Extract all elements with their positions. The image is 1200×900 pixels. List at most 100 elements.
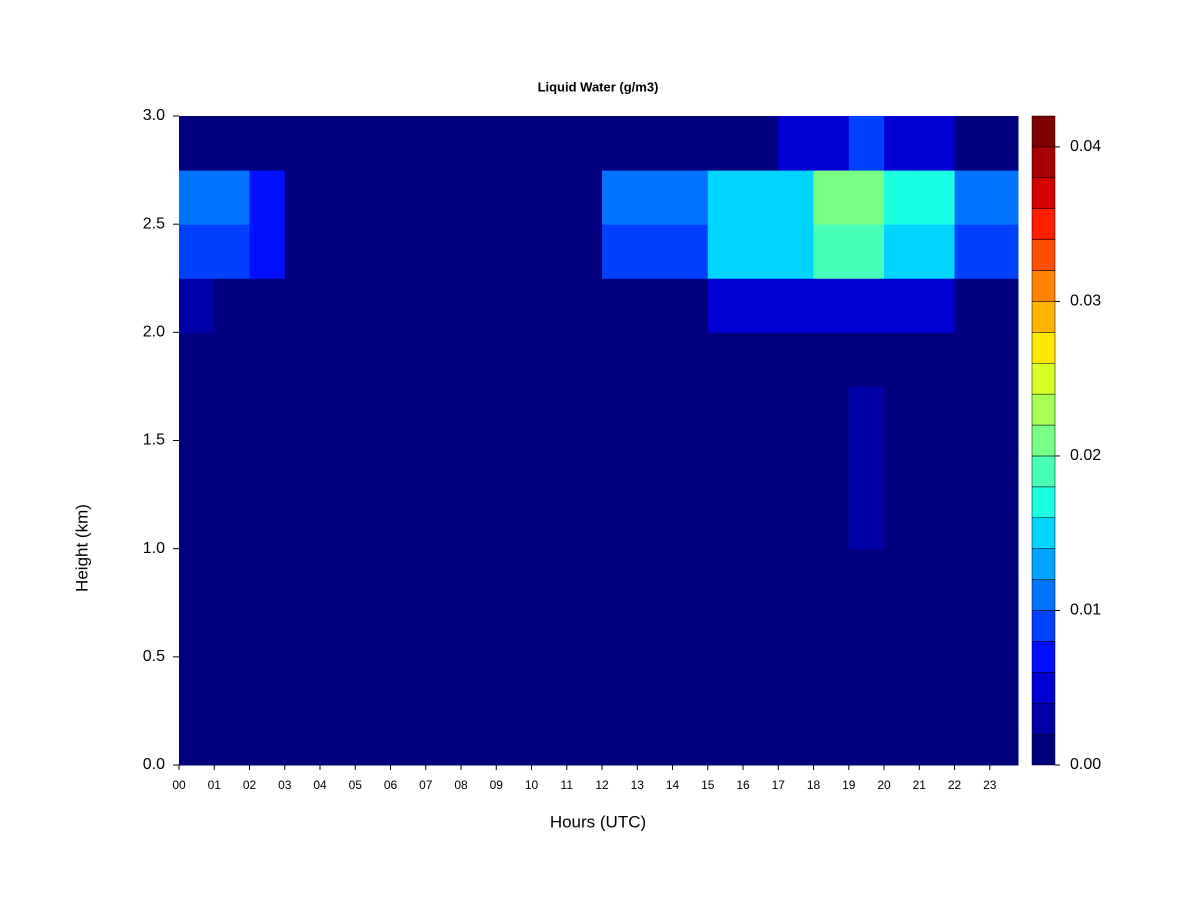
heat-cell (284, 278, 321, 333)
heat-cell (566, 332, 603, 387)
heat-cell (954, 656, 991, 712)
heat-cell (954, 440, 991, 496)
heat-cell (813, 332, 850, 387)
heat-cell (320, 386, 356, 441)
heat-cell (743, 710, 779, 766)
heat-cell (989, 386, 1019, 441)
heat-cell (848, 440, 885, 496)
heat-cell (813, 602, 850, 658)
heat-cell (848, 710, 885, 766)
heat-cell (284, 116, 321, 171)
heat-cell (214, 170, 251, 225)
colorbar-band (1031, 610, 1056, 642)
heat-cell (461, 332, 497, 387)
y-tick-label: 0.5 (143, 648, 165, 665)
heat-cell (531, 602, 568, 658)
heat-cell (672, 278, 709, 333)
heat-cell (179, 386, 215, 441)
heat-cell (355, 440, 392, 496)
heat-cell (566, 602, 603, 658)
heat-cell (425, 386, 462, 441)
heat-cell (672, 386, 709, 441)
colorbar-band (1031, 208, 1056, 240)
heat-cell (179, 548, 215, 604)
heat-cell (637, 116, 674, 171)
heat-cell (919, 710, 956, 766)
heat-cell (566, 710, 603, 766)
heat-cell (179, 332, 215, 387)
colorbar-band (1031, 486, 1056, 519)
y-tick-label: 2.0 (143, 324, 165, 341)
heat-cell (848, 116, 885, 171)
heat-cell (390, 332, 427, 387)
x-tick-label: 21 (913, 778, 927, 792)
heat-cell (425, 494, 462, 550)
heat-cell (320, 278, 356, 333)
heat-cell (531, 440, 568, 496)
heat-cell (989, 494, 1019, 550)
heat-cell (954, 548, 991, 604)
y-tick-label: 1.0 (143, 540, 165, 557)
heat-cell (249, 440, 286, 496)
heat-cell (778, 548, 815, 604)
heat-cell (637, 656, 674, 712)
heat-cell (707, 386, 744, 441)
heat-cell (813, 494, 850, 550)
colorbar-band (1031, 362, 1056, 395)
heat-cell (637, 710, 674, 766)
heat-cell (778, 332, 815, 387)
heat-cell (637, 278, 674, 333)
heat-cell (743, 494, 779, 550)
heat-cell (320, 710, 356, 766)
heat-cell (884, 494, 920, 550)
heat-cell (989, 332, 1019, 387)
heat-cell (425, 332, 462, 387)
x-tick-label: 14 (666, 778, 680, 792)
heat-cell (390, 224, 427, 279)
heat-cell (390, 656, 427, 712)
heat-cell (425, 116, 462, 171)
heat-cell (461, 494, 497, 550)
x-tick-label: 11 (561, 778, 574, 792)
y-tick-label: 3.0 (143, 107, 165, 124)
heat-cell (813, 170, 850, 225)
colorbar-tick-label: 0.02 (1070, 447, 1101, 464)
heat-cell (743, 440, 779, 496)
heat-cell (249, 386, 286, 441)
heat-cell (743, 116, 779, 171)
heat-cell (884, 710, 920, 766)
heat-cell (672, 116, 709, 171)
heat-cell (531, 224, 568, 279)
heat-cell (707, 494, 744, 550)
y-axis-label: Height (km) (72, 504, 91, 592)
heat-cell (954, 224, 991, 279)
heat-cell (566, 170, 603, 225)
colorbar-band (1031, 641, 1056, 673)
heat-cell (214, 710, 251, 766)
heat-cell (602, 656, 638, 712)
heat-cell (461, 548, 497, 604)
heat-cell (954, 710, 991, 766)
heat-cell (989, 602, 1019, 658)
heat-cell (461, 170, 497, 225)
colorbar-band (1031, 733, 1056, 766)
heat-cell (320, 602, 356, 658)
heat-cell (989, 278, 1019, 333)
heat-cell (848, 548, 885, 604)
heat-cell (496, 602, 533, 658)
heat-cell (284, 224, 321, 279)
heat-cell (848, 224, 885, 279)
heat-cell (813, 710, 850, 766)
colorbar-band (1031, 579, 1056, 611)
heat-cell (249, 656, 286, 712)
heat-cell (707, 548, 744, 604)
heat-cell (672, 224, 709, 279)
colorbar-tick-label: 0.00 (1070, 756, 1101, 773)
colorbar-band (1031, 177, 1056, 209)
heat-cell (707, 440, 744, 496)
heat-cell (425, 656, 462, 712)
x-tick-label: 22 (948, 778, 962, 792)
heat-cell (566, 278, 603, 333)
heat-cell (602, 278, 638, 333)
